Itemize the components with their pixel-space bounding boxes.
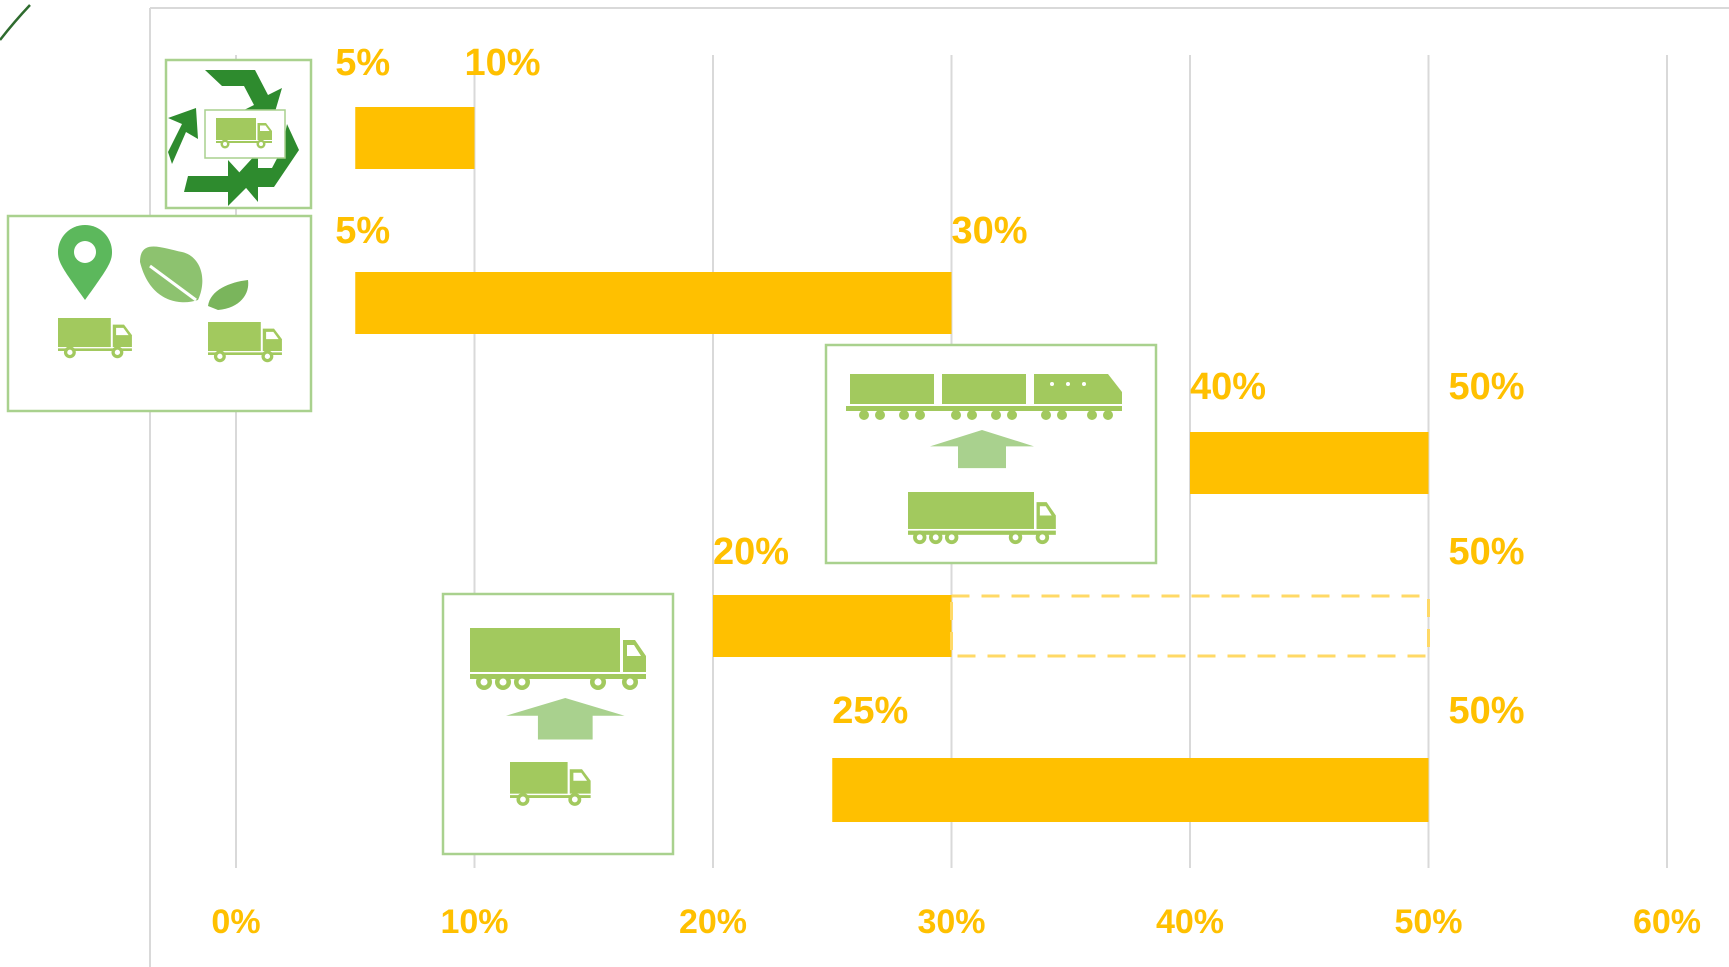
x-tick-label: 10% xyxy=(440,903,508,941)
start-value-label: 5% xyxy=(335,210,390,252)
truck-to-train-icon xyxy=(824,343,1158,565)
eco-location-truck-icon xyxy=(6,214,313,413)
start-value-label: 5% xyxy=(335,42,390,84)
start-value-label: 25% xyxy=(832,690,908,732)
x-tick-label: 60% xyxy=(1633,903,1701,941)
start-value-label: 40% xyxy=(1190,366,1266,408)
end-value-label: 50% xyxy=(1449,690,1525,732)
bars xyxy=(355,107,1430,822)
corner-swoosh xyxy=(0,4,31,41)
end-value-label: 10% xyxy=(465,42,541,84)
recycle-truck-icon xyxy=(164,58,313,210)
x-tick-label: 30% xyxy=(917,903,985,941)
x-tick-label: 40% xyxy=(1156,903,1224,941)
small-to-large-truck-icon xyxy=(441,592,675,856)
end-value-label: 50% xyxy=(1449,366,1525,408)
bar xyxy=(713,595,952,657)
icon-panels xyxy=(6,58,1158,856)
x-tick-label: 20% xyxy=(679,903,747,941)
bar xyxy=(1190,432,1429,494)
value-labels: 5% 10% 5% 30% 40% 50% 20% 50% 25% 50% xyxy=(335,42,1524,732)
x-tick-label: 0% xyxy=(211,903,260,941)
start-value-label: 20% xyxy=(713,531,789,573)
bar xyxy=(355,107,475,169)
x-axis-ticks: 0% 10% 20% 30% 40% 50% 60% xyxy=(211,903,1701,941)
end-value-label: 50% xyxy=(1449,531,1525,573)
bar xyxy=(832,758,1429,822)
end-value-label: 30% xyxy=(952,210,1028,252)
x-tick-label: 50% xyxy=(1394,903,1462,941)
bar xyxy=(355,272,952,334)
